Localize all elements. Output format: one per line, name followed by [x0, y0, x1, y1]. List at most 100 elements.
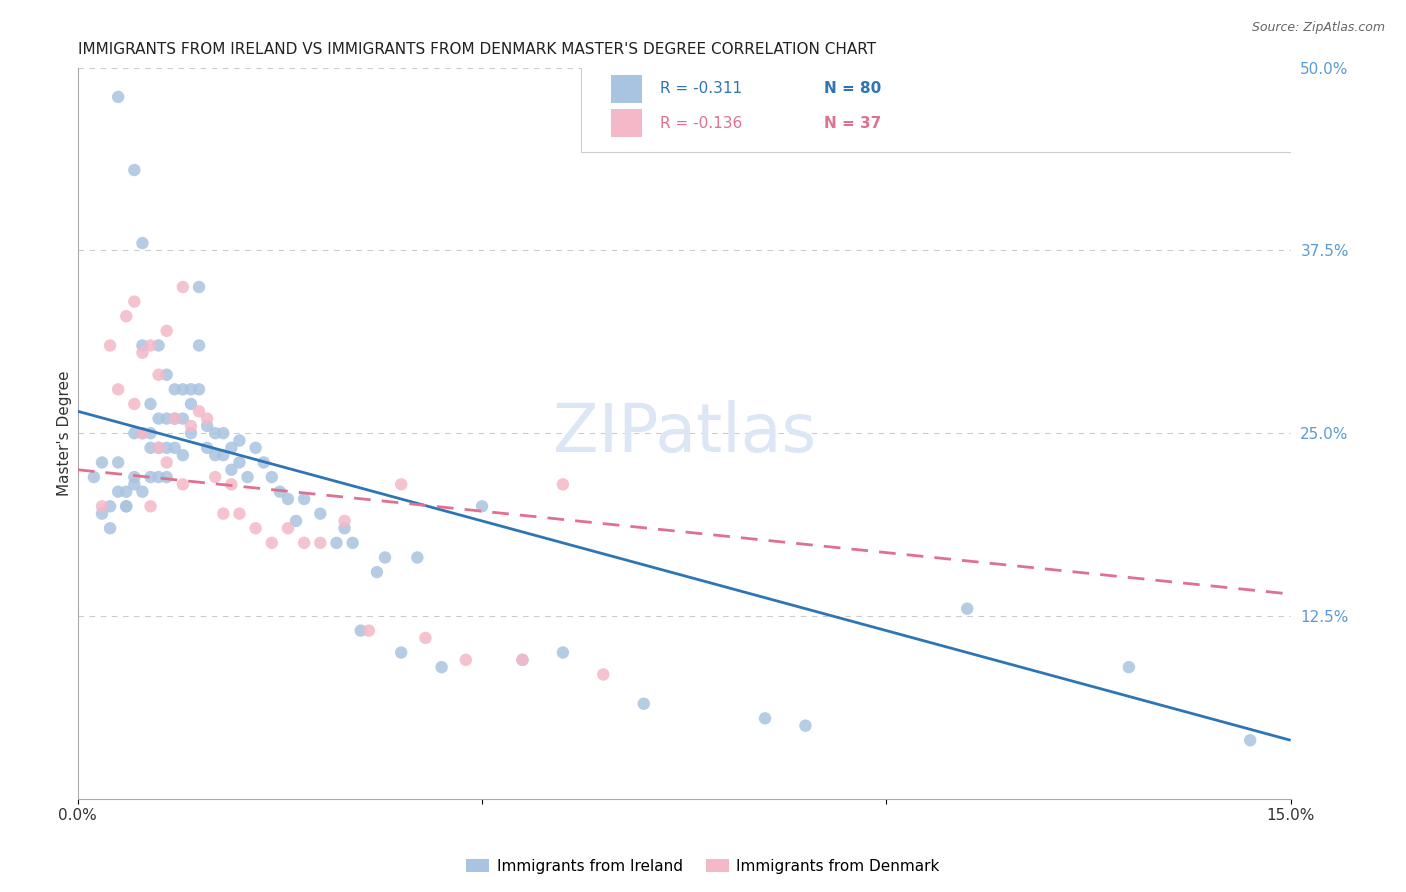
- Point: [204, 470, 226, 484]
- Point: [415, 631, 437, 645]
- Point: [139, 470, 162, 484]
- Point: [471, 500, 494, 514]
- Point: [148, 441, 170, 455]
- Point: [374, 550, 396, 565]
- Point: [163, 441, 186, 455]
- Point: [204, 448, 226, 462]
- Point: [163, 411, 186, 425]
- Point: [325, 536, 347, 550]
- Point: [253, 455, 276, 469]
- Point: [221, 463, 243, 477]
- Point: [342, 536, 364, 550]
- Point: [236, 470, 259, 484]
- Point: [124, 470, 146, 484]
- Point: [195, 411, 218, 425]
- Point: [212, 507, 235, 521]
- Point: [204, 426, 226, 441]
- Point: [139, 397, 162, 411]
- Point: [124, 294, 146, 309]
- Point: [292, 491, 315, 506]
- Point: [794, 719, 817, 733]
- Point: [139, 338, 162, 352]
- Point: [124, 163, 146, 178]
- Point: [245, 521, 267, 535]
- Point: [163, 411, 186, 425]
- Point: [512, 653, 534, 667]
- Text: N = 37: N = 37: [824, 116, 882, 131]
- Point: [139, 500, 162, 514]
- Point: [131, 484, 153, 499]
- Point: [406, 550, 429, 565]
- Point: [633, 697, 655, 711]
- Point: [212, 426, 235, 441]
- Point: [245, 441, 267, 455]
- Point: [333, 521, 356, 535]
- Point: [124, 477, 146, 491]
- Point: [131, 345, 153, 359]
- Point: [228, 434, 250, 448]
- Point: [228, 507, 250, 521]
- Point: [156, 441, 179, 455]
- Point: [148, 470, 170, 484]
- Point: [188, 280, 211, 294]
- Point: [309, 536, 332, 550]
- Point: [188, 338, 211, 352]
- Point: [754, 711, 776, 725]
- Point: [309, 507, 332, 521]
- Point: [107, 90, 129, 104]
- Point: [195, 441, 218, 455]
- Point: [269, 484, 291, 499]
- Point: [195, 418, 218, 433]
- Point: [366, 565, 388, 579]
- Point: [228, 455, 250, 469]
- Point: [115, 500, 138, 514]
- Point: [139, 426, 162, 441]
- Point: [91, 455, 114, 469]
- Point: [156, 324, 179, 338]
- Point: [156, 411, 179, 425]
- Point: [454, 653, 477, 667]
- Point: [156, 470, 179, 484]
- Point: [98, 521, 121, 535]
- Point: [357, 624, 380, 638]
- Point: [430, 660, 453, 674]
- Point: [172, 382, 194, 396]
- Point: [180, 382, 202, 396]
- Point: [107, 484, 129, 499]
- Point: [156, 368, 179, 382]
- Point: [98, 338, 121, 352]
- Point: [172, 448, 194, 462]
- Point: [172, 477, 194, 491]
- Point: [83, 470, 105, 484]
- Point: [139, 441, 162, 455]
- Text: N = 80: N = 80: [824, 80, 882, 95]
- Text: ZIPatlas: ZIPatlas: [553, 401, 815, 467]
- Text: R = -0.136: R = -0.136: [659, 116, 742, 131]
- Text: IMMIGRANTS FROM IRELAND VS IMMIGRANTS FROM DENMARK MASTER'S DEGREE CORRELATION C: IMMIGRANTS FROM IRELAND VS IMMIGRANTS FR…: [77, 42, 876, 57]
- Point: [98, 500, 121, 514]
- Point: [148, 441, 170, 455]
- Point: [163, 382, 186, 396]
- Point: [221, 441, 243, 455]
- Point: [180, 426, 202, 441]
- Point: [115, 484, 138, 499]
- Point: [188, 382, 211, 396]
- Point: [131, 426, 153, 441]
- Point: [592, 667, 614, 681]
- Point: [188, 404, 211, 418]
- Point: [277, 521, 299, 535]
- Point: [389, 646, 412, 660]
- Point: [115, 500, 138, 514]
- Point: [124, 426, 146, 441]
- Point: [107, 455, 129, 469]
- Point: [115, 310, 138, 324]
- FancyBboxPatch shape: [581, 57, 1296, 152]
- Point: [172, 280, 194, 294]
- Point: [292, 536, 315, 550]
- Point: [1239, 733, 1261, 747]
- Point: [1118, 660, 1140, 674]
- Point: [91, 507, 114, 521]
- Point: [956, 601, 979, 615]
- Point: [389, 477, 412, 491]
- Point: [148, 338, 170, 352]
